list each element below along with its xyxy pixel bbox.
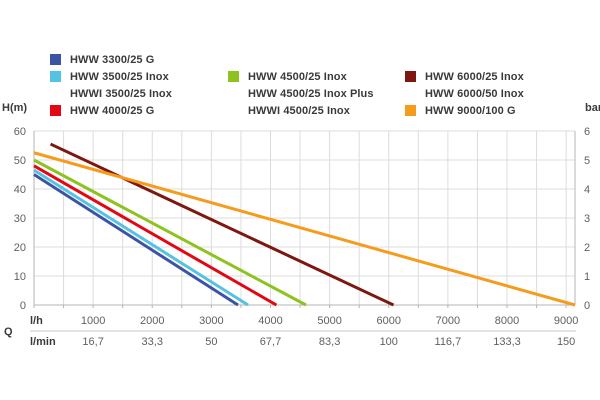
bar-axis-tick-label: 0 [584,300,590,312]
legend-item-label: HWW 6000/25 Inox [425,70,524,83]
legend-item: HWW 3300/25 G [50,51,172,68]
bar-axis-tick-label: 2 [584,242,590,254]
flow-lh-value: 1000 [81,315,105,327]
lh-unit-label: l/h [30,315,43,327]
legend-item: HWWI 3500/25 Inox [50,85,172,102]
flow-lmin-value: 33,3 [142,336,163,348]
bar-axis-tick-label: 6 [584,126,590,138]
flow-lmin-value: 133,3 [493,336,521,348]
legend-item: HWW 9000/100 G [405,102,524,119]
right-axis-unit-label: bar [585,102,600,114]
flow-lh-value: 3000 [199,315,223,327]
pump-curve [49,142,395,307]
flow-lh-value: 2000 [140,315,164,327]
pump-curve [33,151,576,307]
flow-lh-value: 6000 [377,315,401,327]
bar-axis-tick-label: 3 [584,213,590,225]
flow-lmin-value: 116,7 [435,336,462,348]
y-axis-tick-label: 0 [20,300,26,312]
legend-item-label: HWW 4500/25 Inox Plus [248,87,374,100]
legend-swatch [50,71,61,82]
legend-item-label: HWW 4000/25 G [70,104,155,117]
legend-swatch [228,71,239,82]
legend-item-label: HWW 6000/50 Inox [425,87,524,100]
bar-axis-tick-label: 4 [584,184,590,196]
pump-curve [33,158,307,307]
legend-item-label: HWWI 3500/25 Inox [70,87,172,100]
y-axis-tick-label: 60 [14,126,26,138]
legend-item-label: HWWI 4500/25 Inox [248,104,350,117]
legend-item-label: HWW 3300/25 G [70,53,155,66]
legend-column-2: HWW 4500/25 Inox HWW 4500/25 Inox Plus H… [228,51,374,119]
y-axis-tick-label: 50 [14,155,26,167]
legend-swatch [50,54,61,65]
legend-item: HWW 6000/50 Inox [405,85,524,102]
bar-axis-tick-label: 5 [584,155,590,167]
legend-column-1: HWW 3300/25 G HWW 3500/25 Inox HWWI 3500… [50,51,172,119]
lmin-unit-label: l/min [30,336,56,348]
legend-item: HWW 4500/25 Inox [228,68,374,85]
flow-lmin-value: 67,7 [260,336,281,348]
left-axis-unit-label: H(m) [2,102,28,114]
legend-item: HWW 6000/25 Inox [405,68,524,85]
flow-lmin-value: 100 [380,336,398,348]
legend-swatch [50,105,61,116]
legend-item-label: HWW 4500/25 Inox [248,70,347,83]
pump-curve [33,168,249,307]
y-axis-tick-label: 30 [14,213,26,225]
flow-lmin-value: 150 [557,336,575,348]
legend-swatch [405,105,416,116]
flow-lh-value: 4000 [258,315,282,327]
legend-column-3: HWW 6000/25 Inox HWW 6000/50 Inox HWW 90… [405,51,524,119]
flow-lh-value: 9000 [554,315,578,327]
legend-item: HWWI 4500/25 Inox [228,102,374,119]
y-axis-tick-label: 40 [14,184,26,196]
y-axis-tick-label: 10 [14,271,26,283]
legend-swatch [405,71,416,82]
legend-item-label: HWW 3500/25 Inox [70,70,169,83]
legend-item: HWW 4500/25 Inox Plus [228,85,374,102]
y-axis-tick-label: 20 [14,242,26,254]
pump-curve [33,173,239,307]
bar-axis-tick-label: 1 [584,271,590,283]
flow-lh-value: 8000 [495,315,519,327]
q-axis-label: Q [4,326,13,338]
legend-item-label: HWW 9000/100 G [425,104,516,117]
legend-item: HWW 3500/25 Inox [50,68,172,85]
flow-lh-value: 7000 [436,315,460,327]
flow-lh-value: 5000 [317,315,341,327]
pump-curve [33,164,278,307]
flow-lmin-value: 83,3 [319,336,340,348]
legend-item: HWW 4000/25 G [50,102,172,119]
flow-lmin-value: 50 [205,336,217,348]
flow-lmin-value: 16,7 [82,336,103,348]
